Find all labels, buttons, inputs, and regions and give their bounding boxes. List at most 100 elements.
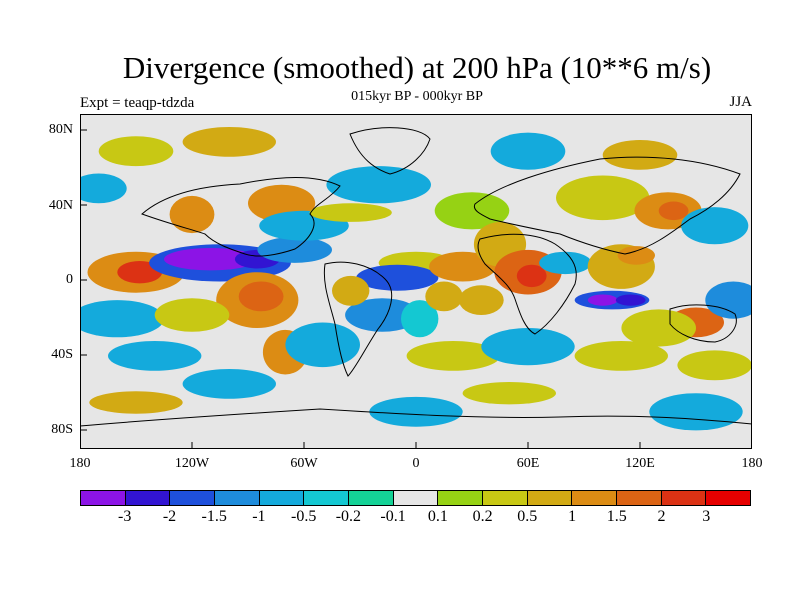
plot-title: Divergence (smoothed) at 200 hPa (10**6 … [122, 50, 712, 85]
lat-label-80s: 80S [51, 422, 73, 437]
contour-fill-region [425, 281, 463, 312]
contour-fill-region [182, 127, 276, 157]
lon-label-180w: 180 [69, 456, 91, 471]
coastline-eurasia [473, 156, 741, 255]
colorbar-swatch [438, 491, 484, 505]
colorbar [80, 490, 751, 506]
contour-fill-region [182, 369, 276, 399]
lon-label-120w: 120W [174, 456, 210, 471]
colorbar-label: 0.5 [517, 508, 538, 525]
colorbar-swatch [125, 491, 171, 505]
colorbar-label: 1 [568, 508, 577, 525]
contour-fill-region [164, 248, 258, 271]
map-panel [80, 114, 752, 449]
colorbar-label: 1.5 [606, 508, 627, 525]
colorbar-swatch [259, 491, 305, 505]
contour-fill-region [326, 166, 431, 204]
contour-fill-region [369, 396, 463, 427]
colorbar-label: 0.2 [472, 508, 493, 525]
colorbar-swatch [81, 491, 126, 505]
colorbar-swatch [215, 491, 260, 505]
colorbar-label: -0.5 [291, 508, 317, 525]
colorbar-label: 3 [702, 508, 711, 525]
colorbar-label: -2 [162, 508, 177, 525]
lat-label-equator: 0 [66, 272, 73, 287]
colorbar-swatch [527, 491, 573, 505]
lon-label-180e: 180 [741, 456, 763, 471]
lat-label-80n: 80N [48, 122, 73, 137]
coastline-africa [477, 233, 577, 335]
contour-fill-region [539, 251, 592, 275]
experiment-label: Expt = teaqp-tdzda [80, 95, 195, 111]
lat-label-40n: 40N [48, 198, 73, 213]
colorbar-swatch [617, 491, 662, 505]
coastline-north-america [141, 177, 341, 257]
contour-fill-region [285, 322, 360, 368]
contour-fill-region [649, 393, 743, 431]
contour-fill-region [677, 350, 752, 381]
contour-fill-region [602, 140, 678, 170]
contour-fill-region [345, 298, 420, 332]
lon-label-120e: 120E [625, 456, 655, 471]
contour-fill-layer [80, 127, 752, 431]
divergence-map [80, 114, 752, 449]
contour-fill-region [238, 281, 284, 312]
contour-fill-region [516, 264, 547, 288]
contour-fill-region [154, 298, 230, 332]
coastline-south-america [323, 261, 393, 377]
contour-fill-region [658, 201, 689, 221]
colorbar-swatch [706, 491, 751, 505]
contour-fill-region [406, 341, 500, 371]
colorbar-label: 0.1 [427, 508, 448, 525]
contour-fill-region [356, 264, 439, 291]
colorbar-label: -1 [252, 508, 266, 525]
axis-ticks [80, 129, 641, 449]
contour-fill-region [98, 136, 174, 167]
colorbar-swatch [393, 491, 439, 505]
contour-fill-region [169, 195, 215, 234]
colorbar-label: 2 [657, 508, 666, 525]
colorbar-swatch [170, 491, 216, 505]
contour-fill-region [615, 294, 646, 306]
contour-fill-region [401, 300, 439, 338]
lon-label-60w: 60W [290, 456, 318, 471]
lat-label-40s: 40S [51, 347, 73, 362]
contour-fill-region [462, 382, 556, 405]
contour-fill-region [257, 236, 332, 263]
contour-fill-region [429, 251, 497, 282]
contour-fill-region [621, 309, 696, 347]
colorbar-label: -3 [118, 508, 132, 525]
contour-fill-region [108, 341, 202, 371]
contour-fill-region [490, 132, 566, 170]
colorbar-swatch [483, 491, 528, 505]
lon-label-60e: 60E [516, 456, 540, 471]
coastline-australia [669, 304, 737, 343]
contour-fill-region [458, 285, 504, 315]
colorbar-swatch [304, 491, 350, 505]
colorbar-swatch [349, 491, 394, 505]
coastline-layer [80, 127, 752, 427]
lon-label-0: 0 [412, 456, 420, 471]
colorbar-label: -1.5 [201, 508, 227, 525]
colorbar-swatch [661, 491, 707, 505]
contour-fill-region [574, 341, 668, 371]
coastline-greenland [349, 127, 431, 175]
contour-fill-region [332, 275, 370, 306]
colorbar-label: -0.1 [380, 508, 406, 525]
contour-fill-region [80, 300, 164, 338]
contour-fill-region [434, 192, 510, 230]
colorbar-label: -0.2 [335, 508, 362, 525]
contour-fill-region [705, 281, 752, 319]
contour-fill-region [681, 207, 749, 245]
contour-fill-region [617, 246, 655, 265]
contour-fill-region [309, 203, 392, 222]
season-label: JJA [729, 94, 752, 110]
contour-fill-region [556, 175, 650, 221]
coastline-antarctica [80, 408, 752, 427]
plot-subtitle: 015kyr BP - 000kyr BP [351, 89, 483, 104]
contour-fill-region [89, 391, 183, 414]
contour-fill-region [481, 328, 575, 366]
contour-fill-region [587, 294, 618, 306]
contour-fill-region [80, 173, 127, 204]
colorbar-swatch [572, 491, 618, 505]
